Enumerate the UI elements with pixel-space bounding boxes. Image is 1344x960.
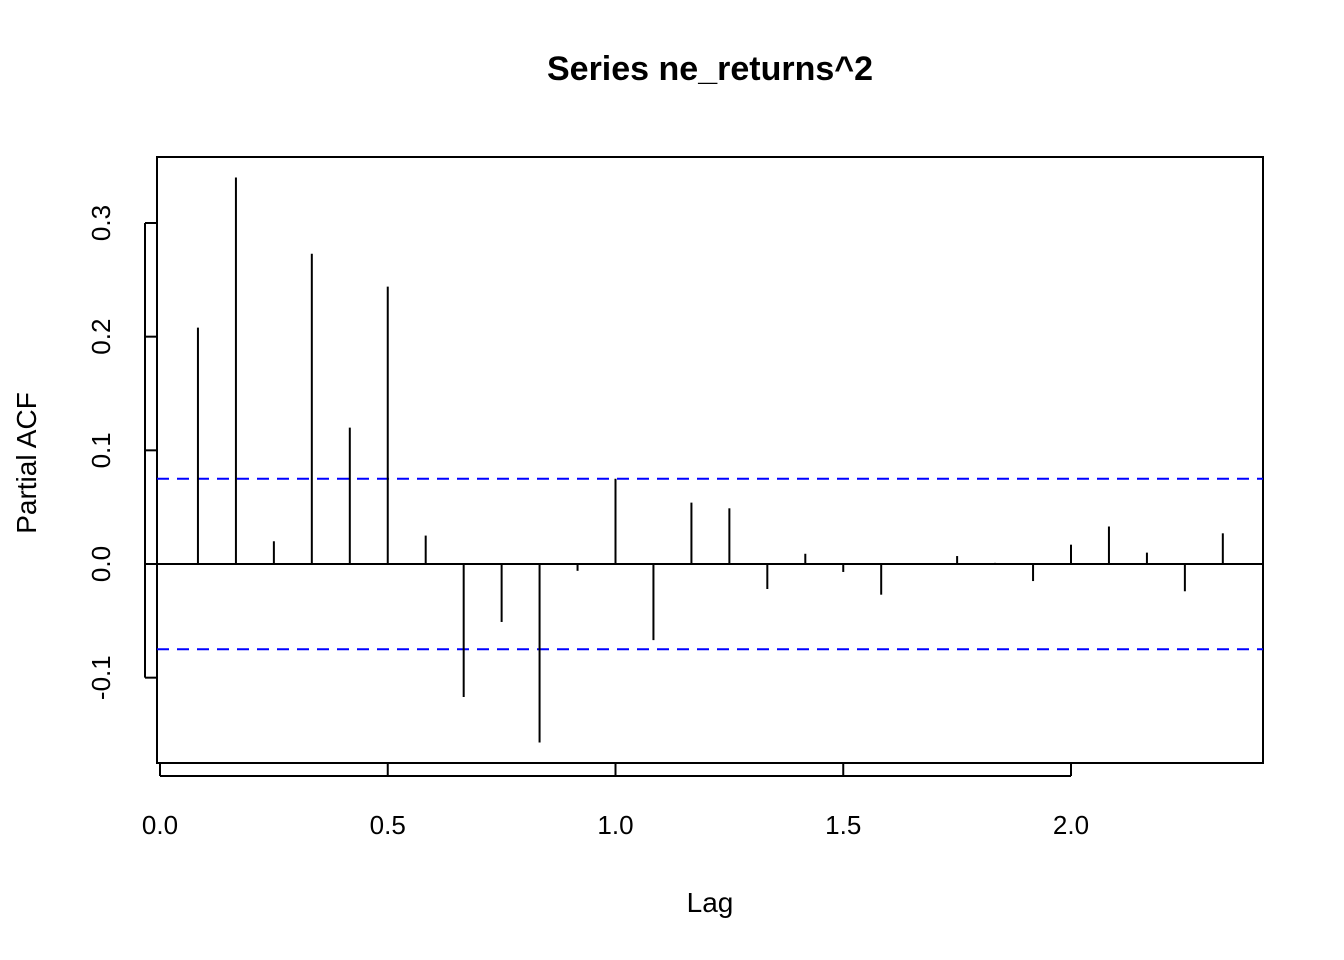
plot-marks: 0.0 0.5 1.0 1.5 2.0 -0.1 0.0 0.1 0.2 0.3 — [86, 177, 1263, 840]
x-tick-label: 2.0 — [1053, 810, 1089, 840]
x-tick-label: 0.5 — [370, 810, 406, 840]
chart-title: Series ne_returns^2 — [547, 50, 873, 88]
y-tick-label: 0.1 — [86, 432, 116, 468]
x-tick-label: 1.0 — [597, 810, 633, 840]
y-axis-label: Partial ACF — [11, 392, 42, 534]
x-axis-label: Lag — [687, 887, 734, 918]
y-tick-label: -0.1 — [86, 655, 116, 700]
plot-frame — [156, 156, 1264, 764]
y-tick-label: 0.3 — [86, 205, 116, 241]
x-tick-label: 0.0 — [142, 810, 178, 840]
y-tick-label: 0.2 — [86, 319, 116, 355]
y-tick-label: 0.0 — [86, 546, 116, 582]
x-tick-label: 1.5 — [825, 810, 861, 840]
